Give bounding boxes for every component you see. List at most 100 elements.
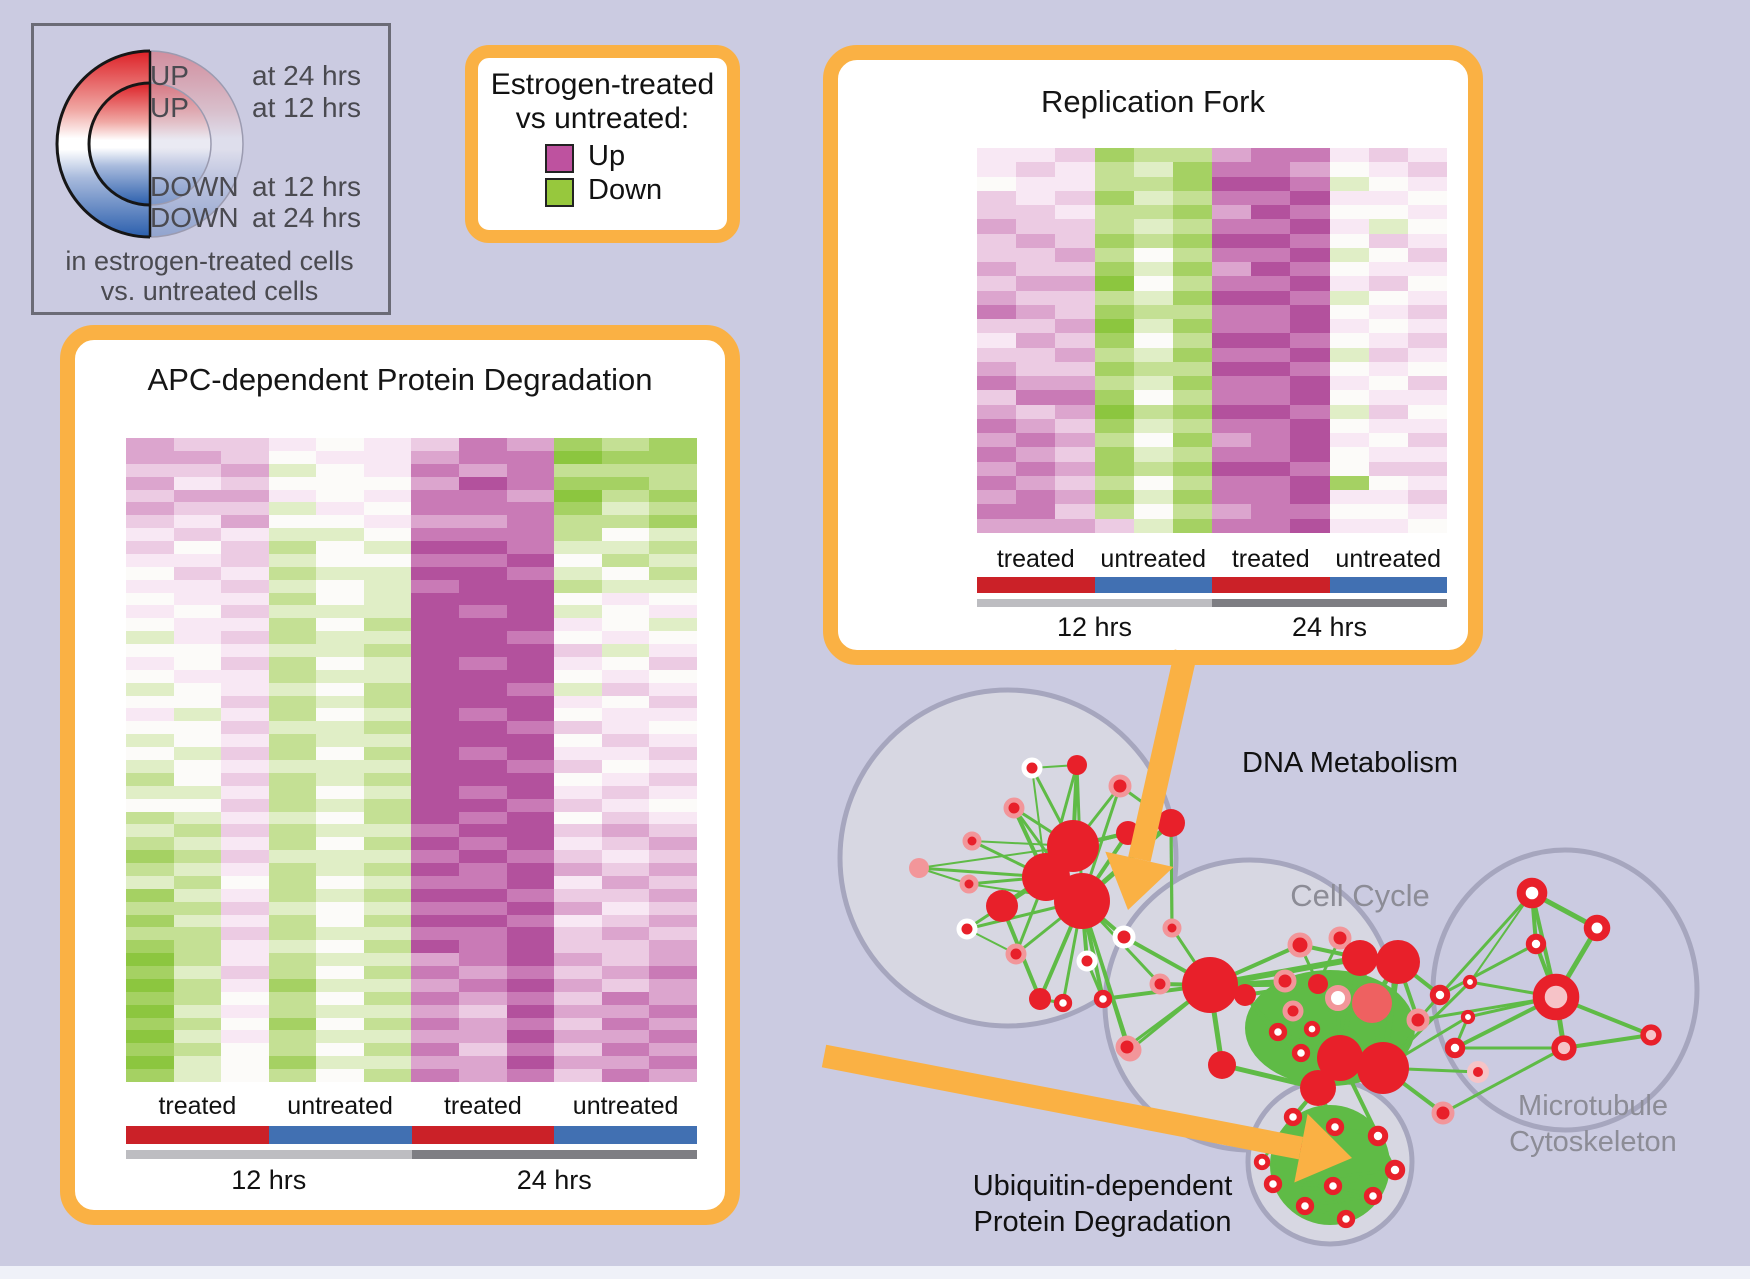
heatmap-cell	[506, 579, 555, 593]
network-edge	[1381, 980, 1472, 1070]
heatmap-cell	[316, 644, 364, 657]
heatmap-cell	[1407, 376, 1447, 391]
heatmap-cell	[649, 747, 697, 760]
heatmap-cell	[1133, 233, 1173, 248]
heatmap-cell	[1055, 390, 1095, 405]
heatmap-cell	[173, 644, 222, 657]
heatmap-cell	[1212, 233, 1252, 248]
heatmap-cell	[411, 1056, 460, 1070]
heatmap-cell	[268, 1069, 317, 1082]
network-node	[1460, 1009, 1476, 1025]
heatmap-cell	[316, 824, 364, 838]
heatmap-cell	[126, 592, 174, 606]
heatmap-cell	[1212, 319, 1252, 334]
heatmap-cell	[1329, 162, 1369, 177]
heatmap-cell	[126, 656, 174, 670]
heatmap-cell	[363, 1069, 412, 1082]
rf-time-bar	[977, 599, 1447, 607]
heatmap-cell	[1133, 290, 1173, 305]
heatmap-cell	[268, 631, 317, 645]
heatmap-cell	[316, 708, 364, 722]
heatmap-cell	[459, 798, 507, 812]
flow-arrow-shaft	[821, 1044, 1304, 1160]
heatmap-cell	[506, 644, 555, 657]
network-edge	[1315, 983, 1343, 1059]
network-edge	[1315, 1055, 1343, 1091]
heatmap-cell	[1172, 319, 1212, 334]
heatmap-cell	[506, 940, 555, 954]
heatmap-cell	[316, 515, 364, 529]
heatmap-cell	[1290, 190, 1330, 206]
network-edge	[1243, 993, 1320, 1090]
heatmap-cell	[601, 953, 650, 967]
heatmap-cell	[173, 476, 222, 490]
heatmap-cell	[649, 1017, 697, 1031]
heatmap-cell	[601, 1004, 650, 1018]
network-edge	[1209, 981, 1319, 988]
heatmap-cell	[1055, 219, 1095, 234]
network-edge	[1553, 926, 1600, 999]
heatmap-cell	[506, 850, 555, 864]
heatmap-cell	[1290, 404, 1330, 419]
heatmap-cell	[1172, 162, 1212, 177]
apc-time-labels: 12 hrs 24 hrs	[126, 1165, 697, 1196]
heatmap-cell	[1290, 376, 1330, 391]
heatmap-cell	[1329, 219, 1369, 234]
heatmap-cell	[126, 1056, 174, 1070]
heatmap-cell	[554, 708, 602, 722]
heatmap-cell	[1290, 347, 1330, 362]
up-swatch	[545, 144, 574, 173]
heatmap-cell	[363, 579, 412, 593]
heatmap-cell	[554, 798, 602, 812]
network-node	[1376, 940, 1420, 984]
apc-group-label: treated	[158, 1092, 237, 1120]
network-node	[1029, 988, 1051, 1010]
heatmap-cell	[601, 811, 650, 825]
heatmap-cell	[1055, 233, 1095, 248]
heatmap-cell	[459, 515, 507, 529]
heatmap-cell	[411, 927, 460, 941]
network-edge	[1080, 899, 1162, 986]
network-edge	[1159, 982, 1211, 987]
heatmap-cell	[221, 863, 269, 876]
heatmap-cell	[1407, 347, 1447, 362]
heatmap-cell	[459, 901, 507, 915]
heatmap-cell	[316, 631, 364, 645]
heatmap-cell	[977, 404, 1017, 419]
heatmap-cell	[221, 644, 269, 657]
heatmap-cell	[411, 605, 460, 619]
heatmap-cell	[221, 888, 269, 902]
heatmap-cell	[1329, 148, 1369, 163]
heatmap-cell	[1251, 361, 1291, 377]
heatmap-cell	[1133, 404, 1173, 419]
heatmap-cell	[268, 463, 317, 477]
network-edge	[1071, 785, 1122, 847]
network-node	[1108, 774, 1132, 798]
heatmap-cell	[1133, 504, 1173, 519]
heatmap-cell	[316, 1017, 364, 1031]
heatmap-cell	[649, 734, 697, 748]
heatmap-cell	[221, 669, 269, 683]
heatmap-cell	[1329, 404, 1369, 419]
heatmap-cell	[601, 1056, 650, 1070]
heatmap-cell	[1329, 290, 1369, 305]
heatmap-cell	[268, 785, 317, 799]
heatmap-cell	[268, 656, 317, 670]
heatmap-cell	[1251, 490, 1291, 505]
network-node	[1268, 1022, 1288, 1042]
heatmap-cell	[506, 1056, 555, 1070]
network-edge	[1304, 1204, 1347, 1221]
heatmap-cell	[411, 502, 460, 516]
network-edge	[1169, 822, 1174, 929]
heatmap-cell	[1055, 190, 1095, 206]
legend-footer-line2: vs. untreated cells	[100, 276, 319, 306]
heatmap-cell	[506, 760, 555, 773]
heatmap-cell	[459, 875, 507, 889]
network-node	[1149, 973, 1171, 995]
heatmap-cell	[1368, 233, 1408, 248]
heatmap-cell	[1172, 205, 1212, 220]
rf-group-label: treated	[1231, 545, 1310, 573]
heatmap-cell	[554, 760, 602, 773]
heatmap-cell	[363, 914, 412, 928]
